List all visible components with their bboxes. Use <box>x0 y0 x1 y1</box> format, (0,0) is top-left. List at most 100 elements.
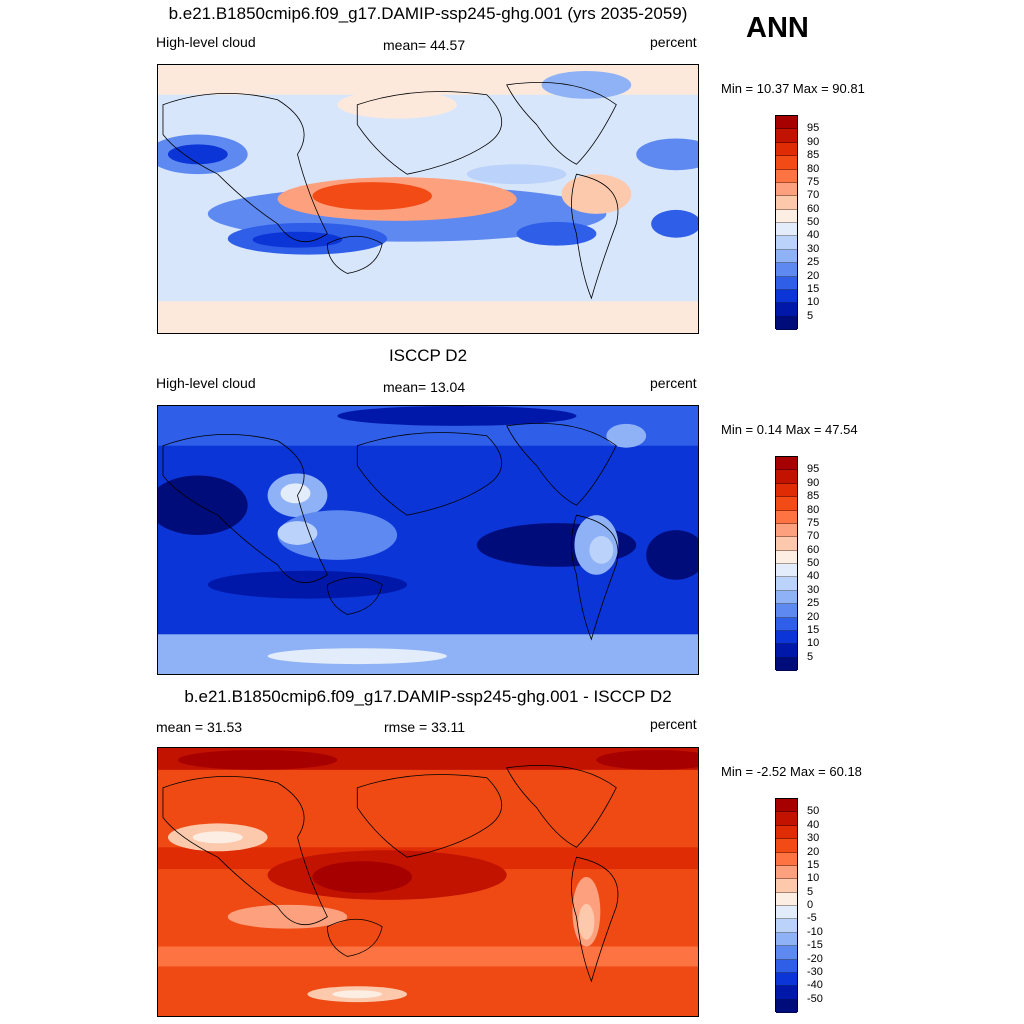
colorbar-tick-label: 20 <box>807 845 820 858</box>
colorbar-swatch <box>776 196 797 210</box>
colorbar-tick-label: 60 <box>807 202 820 215</box>
colorbar-tick-label: 80 <box>807 162 820 175</box>
colorbar-tick-label: 50 <box>807 557 820 569</box>
colorbar-swatch <box>776 510 797 524</box>
colorbar-swatch <box>776 457 797 471</box>
colorbar-swatch <box>776 182 797 197</box>
colorbar-swatch <box>776 209 797 223</box>
colorbar-tick-label: 30 <box>807 583 820 596</box>
colorbar-tick-label: 25 <box>807 597 820 610</box>
colorbar-swatch <box>776 906 797 920</box>
colorbar-tick-label: 25 <box>807 256 820 269</box>
colorbar-swatch <box>776 630 797 645</box>
colorbar-swatch <box>776 959 797 973</box>
panel-1-mean-label: mean= 44.57 <box>383 37 466 53</box>
colorbar-tick-label: 50 <box>807 216 820 228</box>
colorbar-swatch <box>776 577 797 591</box>
colorbar-swatch <box>776 644 797 658</box>
colorbar-swatch <box>776 483 797 498</box>
colorbar-tick-label: 85 <box>807 490 820 503</box>
colorbar-tick-label: 75 <box>807 175 820 188</box>
panel-2-units-label: percent <box>650 375 697 391</box>
colorbar-swatch <box>776 249 797 264</box>
colorbar-swatch <box>776 263 797 277</box>
colorbar-tick-label: 15 <box>807 282 820 295</box>
colorbar-tick-label: 5 <box>807 309 814 322</box>
panel-2-mean-label: mean= 13.04 <box>383 379 466 395</box>
colorbar-tick-label: -5 <box>807 912 817 925</box>
panel-3-colorbar <box>775 798 798 1013</box>
colorbar-swatch <box>776 276 797 290</box>
colorbar-swatch <box>776 590 797 605</box>
colorbar-swatch <box>776 879 797 893</box>
colorbar-swatch <box>776 564 797 578</box>
colorbar-tick-label: -15 <box>807 939 823 952</box>
colorbar-swatch <box>776 839 797 853</box>
colorbar-tick-label: 95 <box>807 122 820 135</box>
colorbar-tick-label: 5 <box>807 650 814 663</box>
panel-3-rmse-label: rmse = 33.11 <box>384 719 466 735</box>
panel-1-title: b.e21.B1850cmip6.f09_g17.DAMIP-ssp245-gh… <box>168 4 688 23</box>
colorbar-tick-label: 90 <box>807 135 820 148</box>
colorbar-tick-label: 10 <box>807 296 820 309</box>
colorbar-tick-label: 15 <box>807 858 820 871</box>
colorbar-tick-label: 40 <box>807 229 820 242</box>
colorbar-swatch <box>776 657 797 671</box>
colorbar-swatch <box>776 316 797 330</box>
colorbar-tick-label: 10 <box>807 637 820 650</box>
colorbar-swatch <box>776 169 797 183</box>
colorbar-swatch <box>776 497 797 511</box>
colorbar-swatch <box>776 852 797 866</box>
colorbar-tick-label: 30 <box>807 242 820 255</box>
colorbar-swatch <box>776 617 797 631</box>
colorbar-swatch <box>776 986 797 1000</box>
colorbar-tick-label: -30 <box>807 965 823 978</box>
colorbar-swatch <box>776 289 797 304</box>
colorbar-swatch <box>776 812 797 826</box>
colorbar-swatch <box>776 919 797 933</box>
colorbar-swatch <box>776 223 797 237</box>
colorbar-swatch <box>776 799 797 813</box>
panel-1-minmax-label: Min = 10.37 Max = 90.81 <box>721 81 865 96</box>
colorbar-swatch <box>776 932 797 947</box>
panel-3-title: b.e21.B1850cmip6.f09_g17.DAMIP-ssp245-gh… <box>184 687 672 706</box>
colorbar-tick-label: 75 <box>807 516 820 529</box>
colorbar-tick-label: 40 <box>807 570 820 583</box>
colorbar-tick-label: 0 <box>807 899 814 911</box>
colorbar-swatch <box>776 892 797 906</box>
colorbar-tick-label: 60 <box>807 543 820 556</box>
colorbar-swatch <box>776 303 797 317</box>
colorbar-tick-label: -20 <box>807 952 823 965</box>
colorbar-swatch <box>776 999 797 1013</box>
colorbar-tick-label: 50 <box>807 805 820 818</box>
colorbar-tick-label: 10 <box>807 872 820 885</box>
colorbar-tick-label: 30 <box>807 832 820 845</box>
colorbar-tick-label: -40 <box>807 979 823 992</box>
panel-2-minmax-label: Min = 0.14 Max = 47.54 <box>721 422 858 437</box>
panel-1-units-label: percent <box>650 34 697 50</box>
panel-3-mean-label: mean = 31.53 <box>156 719 243 735</box>
panel-2-title: ISCCP D2 <box>388 346 468 365</box>
colorbar-tick-label: -10 <box>807 925 823 938</box>
colorbar-swatch <box>776 550 797 564</box>
colorbar-tick-label: 70 <box>807 189 820 202</box>
colorbar-tick-label: 95 <box>807 463 820 476</box>
panel-2-variable-label: High-level cloud <box>156 375 256 391</box>
colorbar-swatch <box>776 523 797 538</box>
panel-1-map <box>157 64 699 334</box>
panel-2-colorbar <box>775 456 798 671</box>
panel-3-map <box>157 747 699 1017</box>
colorbar-tick-label: 20 <box>807 269 820 282</box>
season-label: ANN <box>746 12 809 44</box>
colorbar-tick-label: 15 <box>807 623 820 636</box>
colorbar-swatch <box>776 865 797 880</box>
colorbar-swatch <box>776 604 797 618</box>
colorbar-swatch <box>776 946 797 960</box>
panel-2-map <box>157 405 699 675</box>
panel-1-colorbar <box>775 115 798 330</box>
colorbar-tick-label: 70 <box>807 530 820 543</box>
panel-3-units-label: percent <box>650 716 697 732</box>
colorbar-swatch <box>776 236 797 250</box>
colorbar-swatch <box>776 470 797 484</box>
panel-3-minmax-label: Min = -2.52 Max = 60.18 <box>721 764 862 779</box>
